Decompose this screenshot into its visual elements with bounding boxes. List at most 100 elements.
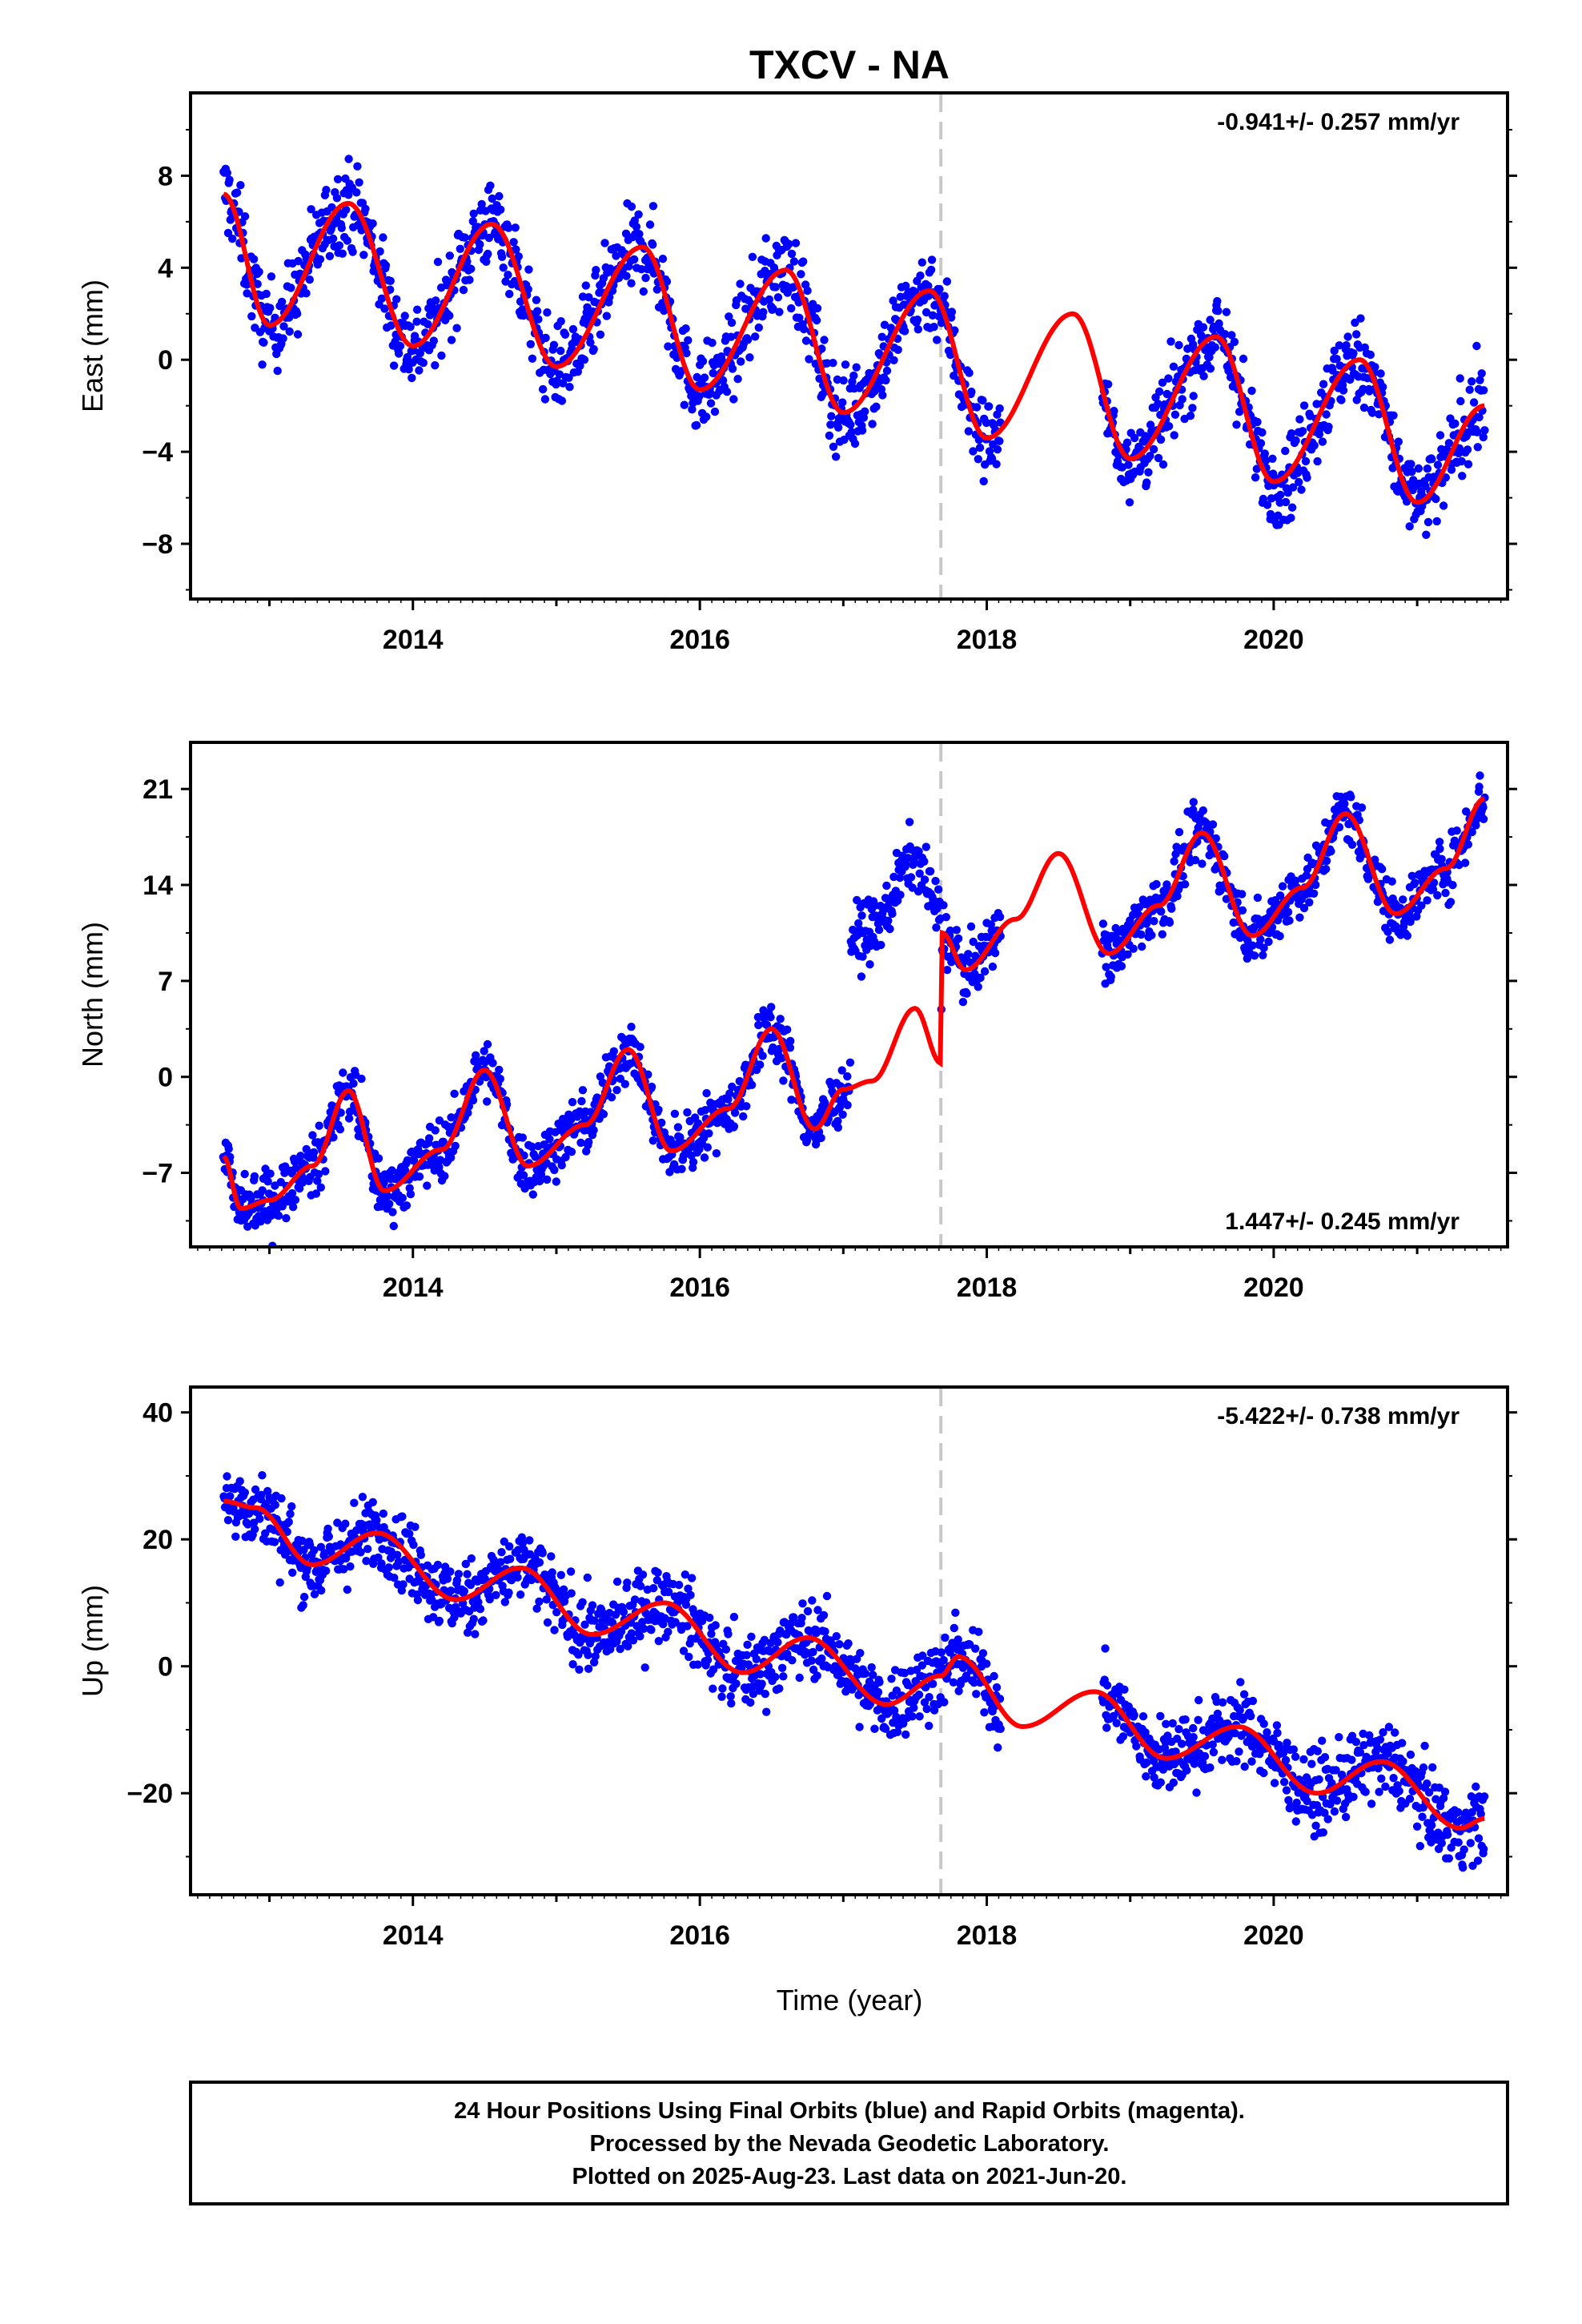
chart-title: TXCV - NA <box>749 42 950 87</box>
data-point <box>1295 477 1303 487</box>
data-point <box>447 336 456 344</box>
data-point <box>783 1025 792 1034</box>
data-point <box>920 875 930 884</box>
data-point <box>901 1730 910 1739</box>
data-point <box>405 1530 414 1538</box>
data-point <box>270 1538 279 1546</box>
data-point <box>429 1613 438 1622</box>
data-point <box>777 1663 787 1672</box>
data-point <box>636 1632 644 1641</box>
data-point <box>398 1193 407 1203</box>
data-point <box>865 960 874 969</box>
data-point <box>1259 494 1268 504</box>
data-point <box>1332 355 1341 364</box>
data-point <box>314 1170 323 1179</box>
data-point <box>797 270 805 279</box>
data-point <box>1456 396 1465 406</box>
data-point <box>1297 485 1306 494</box>
data-point <box>1142 1758 1151 1767</box>
data-point <box>889 1706 899 1715</box>
data-point <box>878 391 887 400</box>
data-point <box>954 1635 962 1644</box>
data-point <box>1156 435 1166 444</box>
data-point <box>324 1532 333 1542</box>
data-point <box>485 1594 494 1604</box>
data-point <box>644 1070 652 1080</box>
data-point <box>1403 931 1412 940</box>
data-point <box>1435 844 1444 854</box>
data-point <box>962 989 971 998</box>
data-point <box>1414 464 1423 473</box>
data-point <box>833 423 843 432</box>
data-point <box>769 304 777 313</box>
data-point <box>844 1639 853 1648</box>
data-point <box>1302 871 1311 880</box>
data-point <box>296 1152 305 1160</box>
data-point <box>654 1637 663 1646</box>
data-point <box>431 361 440 370</box>
data-point <box>1287 503 1297 512</box>
data-point <box>344 1114 354 1123</box>
data-point <box>688 405 697 414</box>
data-point <box>673 1123 683 1132</box>
data-point <box>949 1678 958 1687</box>
y-tick-label: 7 <box>158 967 173 997</box>
data-point <box>349 1079 358 1088</box>
data-point <box>648 1136 657 1145</box>
data-point <box>1263 501 1272 509</box>
data-point <box>385 1200 394 1208</box>
data-point <box>1469 398 1479 407</box>
data-point <box>1427 455 1436 464</box>
data-point <box>387 1547 396 1556</box>
data-point <box>1224 366 1233 376</box>
data-point <box>972 403 982 412</box>
data-point <box>1428 885 1438 894</box>
data-point <box>472 1051 480 1060</box>
data-point <box>459 285 468 295</box>
data-point <box>760 1635 769 1644</box>
data-point <box>450 1613 459 1622</box>
data-point <box>223 168 231 178</box>
data-point <box>1407 460 1415 468</box>
data-point <box>368 219 377 228</box>
data-point <box>1173 891 1182 901</box>
data-point <box>639 287 648 296</box>
data-point <box>293 309 302 318</box>
data-point <box>600 239 609 247</box>
data-point <box>555 370 564 379</box>
data-point <box>648 202 658 211</box>
data-point <box>629 255 639 264</box>
data-point <box>258 1186 267 1195</box>
data-point <box>922 1704 931 1714</box>
data-point <box>1209 1747 1219 1757</box>
data-point <box>440 1172 449 1180</box>
data-point <box>598 1078 607 1088</box>
data-point <box>538 1549 547 1558</box>
data-point <box>817 1654 826 1663</box>
data-point <box>867 1663 876 1672</box>
data-point <box>1238 906 1247 915</box>
data-point <box>1475 412 1484 422</box>
data-point <box>657 1118 666 1128</box>
data-point <box>1446 898 1456 907</box>
data-point <box>1208 1740 1217 1749</box>
data-point <box>838 1110 847 1120</box>
data-point <box>315 255 325 263</box>
data-point <box>1444 439 1454 448</box>
data-point <box>543 1175 552 1184</box>
data-point <box>474 1598 483 1606</box>
data-point <box>825 431 834 440</box>
data-point <box>1142 478 1151 487</box>
data-point <box>1102 963 1110 971</box>
data-point <box>333 1518 342 1527</box>
data-point <box>882 881 891 891</box>
data-point <box>309 1148 319 1157</box>
data-point <box>1200 1751 1210 1761</box>
data-point <box>725 1089 734 1098</box>
data-point <box>1356 314 1365 323</box>
data-point <box>843 1072 852 1081</box>
data-point <box>757 1679 766 1688</box>
data-point <box>799 257 808 266</box>
data-point <box>1260 449 1270 458</box>
data-point <box>703 1655 713 1665</box>
